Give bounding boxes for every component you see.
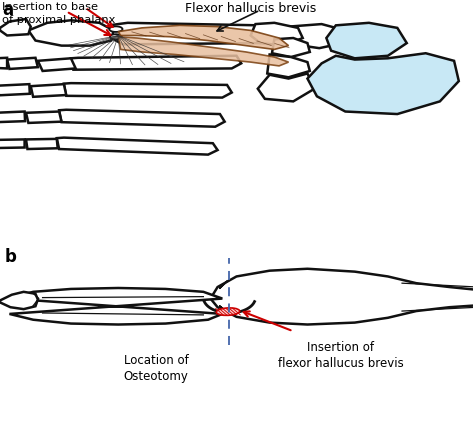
Polygon shape <box>307 53 459 114</box>
Polygon shape <box>7 58 38 69</box>
Ellipse shape <box>109 26 123 32</box>
Polygon shape <box>64 83 232 97</box>
Polygon shape <box>258 73 315 101</box>
Polygon shape <box>59 110 225 127</box>
Ellipse shape <box>110 34 122 39</box>
Polygon shape <box>9 288 222 325</box>
Polygon shape <box>0 19 31 35</box>
Text: Flexor hallucis brevis: Flexor hallucis brevis <box>185 2 316 15</box>
Polygon shape <box>210 269 473 325</box>
Polygon shape <box>109 23 270 45</box>
Polygon shape <box>326 23 407 58</box>
Polygon shape <box>31 84 66 97</box>
Text: b: b <box>5 248 17 266</box>
Polygon shape <box>28 20 114 45</box>
Polygon shape <box>118 37 289 66</box>
Polygon shape <box>251 23 303 45</box>
Polygon shape <box>38 58 76 71</box>
Ellipse shape <box>216 308 240 316</box>
Polygon shape <box>118 25 289 49</box>
Polygon shape <box>272 38 310 57</box>
Polygon shape <box>0 292 38 309</box>
Polygon shape <box>267 55 310 77</box>
Polygon shape <box>26 139 58 149</box>
Polygon shape <box>0 58 7 69</box>
Polygon shape <box>71 56 241 69</box>
Text: Location of
Osteotomy: Location of Osteotomy <box>123 354 189 383</box>
Text: a: a <box>2 0 14 18</box>
Text: Insertion of
flexor hallucus brevis: Insertion of flexor hallucus brevis <box>278 341 403 370</box>
Polygon shape <box>26 111 61 123</box>
Polygon shape <box>284 24 343 48</box>
Polygon shape <box>57 138 218 155</box>
Text: Insertion to base
of proximal phalanx: Insertion to base of proximal phalanx <box>2 2 116 25</box>
Polygon shape <box>0 139 25 148</box>
Polygon shape <box>0 84 30 95</box>
Polygon shape <box>0 111 25 122</box>
